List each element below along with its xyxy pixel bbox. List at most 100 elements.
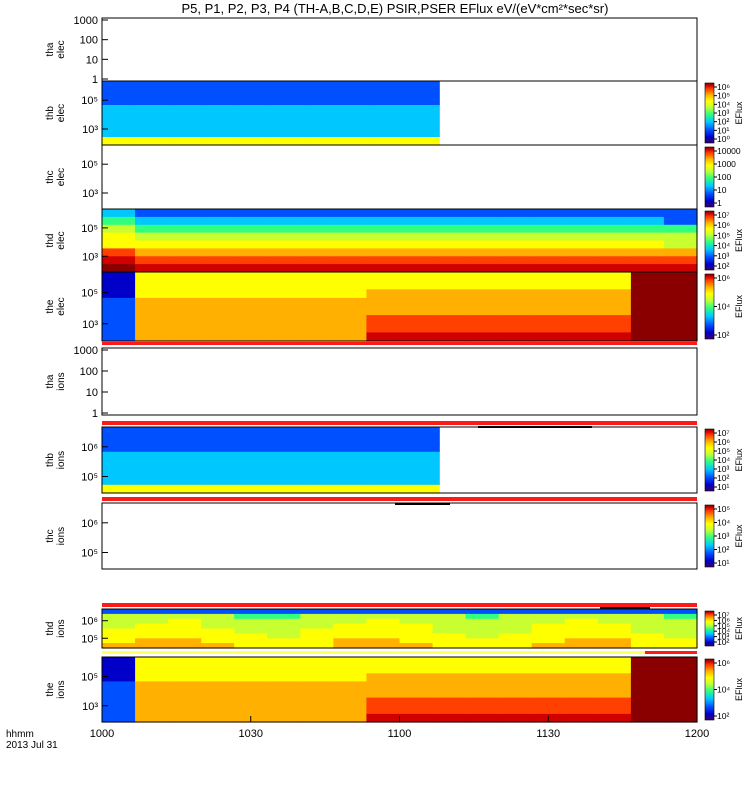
- heatmap-cell: [630, 256, 665, 265]
- heatmap-cell: [201, 248, 235, 257]
- colorbar-tick-label: 10²: [717, 261, 729, 271]
- heatmap-cell: [371, 129, 406, 138]
- heatmap-cell: [465, 248, 500, 257]
- colorbar-label: EFlux: [734, 678, 744, 702]
- heatmap-cell: [399, 681, 434, 691]
- heatmap-cell: [564, 248, 599, 257]
- heatmap-cell: [169, 460, 204, 469]
- panel-ylabel: thdelec: [45, 231, 67, 249]
- heatmap-cell: [234, 315, 268, 325]
- heatmap-cell: [169, 81, 204, 90]
- heatmap-cell: [169, 427, 204, 436]
- heatmap-cell: [564, 209, 599, 218]
- colorbar-tick-label: 10³: [717, 108, 729, 118]
- heatmap-cell: [267, 224, 301, 234]
- heatmap-cell: [168, 272, 202, 282]
- heatmap-cell: [498, 315, 533, 325]
- heatmap-cell: [333, 216, 368, 226]
- heatmap-cell: [135, 689, 169, 699]
- heatmap-cell: [201, 618, 235, 625]
- heatmap-cell: [630, 332, 665, 342]
- heatmap-cell: [663, 705, 698, 715]
- heatmap-cell: [564, 332, 599, 342]
- heatmap-cell: [663, 323, 698, 333]
- heatmap-cell: [338, 113, 373, 122]
- heatmap-cell: [531, 613, 566, 620]
- heatmap-cell: [630, 623, 665, 630]
- heatmap-cell: [531, 697, 566, 707]
- heatmap-cell: [663, 232, 698, 242]
- heatmap-cell: [498, 613, 533, 620]
- heatmap-cell: [333, 323, 368, 333]
- heatmap-cell: [102, 332, 136, 342]
- heatmap-cell: [432, 240, 467, 249]
- panel-ylabel: theelec: [45, 297, 67, 315]
- panel-ylabel: thbelec: [45, 104, 67, 122]
- heatmap-cell: [135, 209, 169, 218]
- heatmap-cell: [338, 484, 373, 494]
- heatmap-cell: [234, 216, 268, 226]
- heatmap-cell: [102, 476, 137, 486]
- colorbar-tick-label: 10⁷: [717, 428, 730, 438]
- heatmap-cell: [597, 280, 632, 290]
- x-tick-label: 1200: [685, 728, 709, 740]
- panel-ylabel-species: elec: [56, 104, 67, 122]
- heatmap-cell: [168, 613, 202, 620]
- heatmap-cell: [405, 435, 440, 445]
- heatmap-cell: [338, 451, 373, 461]
- heatmap-cell: [531, 665, 566, 674]
- heatmap-cell: [300, 332, 334, 342]
- colorbar-label: EFlux: [734, 524, 744, 548]
- panel-ylabel-probe: thb: [45, 453, 56, 467]
- heatmap-cell: [366, 623, 401, 630]
- heatmap-cell: [371, 435, 406, 445]
- heatmap-cell: [203, 89, 238, 98]
- heatmap-cell: [333, 633, 368, 639]
- heatmap-cell: [663, 681, 698, 691]
- heatmap-cell: [135, 97, 170, 106]
- heatmap-cell: [169, 451, 204, 461]
- heatmap-cell: [371, 105, 406, 114]
- heatmap-cell: [267, 705, 301, 715]
- heatmap-cell: [405, 451, 440, 461]
- heatmap-cell: [236, 137, 272, 146]
- heatmap-cell: [465, 705, 500, 715]
- heatmap-cell: [304, 460, 339, 469]
- heatmap-cell: [371, 121, 406, 130]
- heatmap-cell: [234, 673, 268, 682]
- heatmap-cell: [338, 97, 373, 106]
- heatmap-cell: [201, 332, 235, 342]
- colorbar-tick-label: 10⁷: [717, 210, 730, 220]
- heatmap-cell: [168, 248, 202, 257]
- y-tick-label: 10⁶: [81, 616, 98, 628]
- heatmap-cell: [102, 705, 136, 715]
- heatmap-cell: [498, 689, 533, 699]
- heatmap-cell: [333, 713, 368, 723]
- heatmap-cell: [630, 638, 665, 644]
- heatmap-cell: [663, 613, 698, 620]
- y-tick-label: 1000: [74, 15, 98, 27]
- heatmap-cell: [304, 468, 339, 478]
- heatmap-cell: [338, 105, 373, 114]
- heatmap-cell: [203, 81, 238, 90]
- heatmap-cell: [630, 633, 665, 639]
- y-tick-label: 100: [80, 366, 98, 378]
- heatmap-cell: [465, 673, 500, 682]
- panel-ylabel-species: ions: [56, 619, 67, 637]
- heatmap-cell: [102, 484, 137, 494]
- heatmap-cell: [267, 232, 301, 242]
- heatmap-cell: [432, 623, 467, 630]
- colorbar-tick-label: 10⁴: [717, 241, 730, 251]
- heatmap-cell: [630, 280, 665, 290]
- heatmap-cell: [531, 315, 566, 325]
- heatmap-cell: [203, 451, 238, 461]
- heatmap-cell: [236, 81, 272, 90]
- heatmap-cell: [169, 484, 204, 494]
- heatmap-cell: [267, 216, 301, 226]
- heatmap-cell: [135, 315, 169, 325]
- heatmap-cell: [203, 121, 238, 130]
- heatmap-cell: [333, 256, 368, 265]
